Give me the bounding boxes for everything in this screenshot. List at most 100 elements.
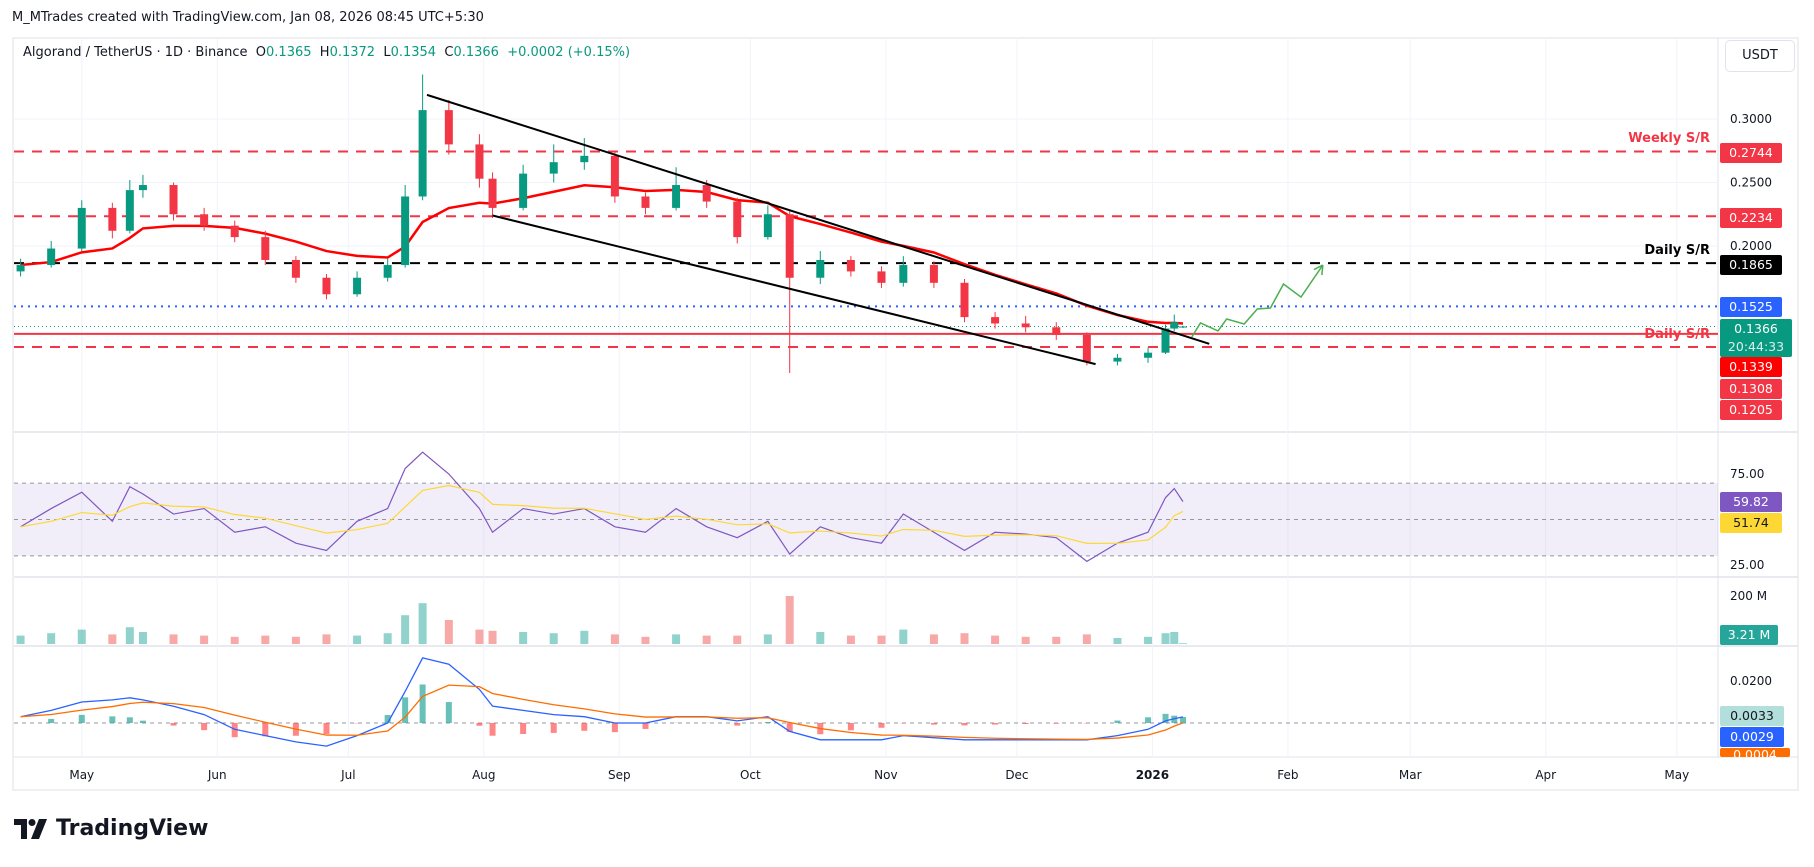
macd-histogram-bar <box>581 723 588 731</box>
volume-bar <box>1170 632 1179 644</box>
projection-path <box>1191 264 1324 338</box>
signal-line <box>20 684 1184 741</box>
currency-button[interactable]: USDT <box>1725 40 1795 72</box>
logo-text: TradingView <box>56 816 209 841</box>
candle-body <box>519 173 528 208</box>
close-value: 0.1366 <box>453 45 499 60</box>
volume-bar <box>16 635 25 644</box>
volume-bar <box>418 603 427 644</box>
volume-bar <box>899 629 908 644</box>
candle-body <box>1021 323 1030 328</box>
macd-histogram-bar <box>489 723 496 736</box>
candle-body <box>549 162 558 174</box>
macd-histogram-bar <box>642 723 649 729</box>
volume-bar <box>261 635 270 644</box>
candle-body <box>1161 328 1170 353</box>
volume-bar <box>401 615 410 644</box>
ema-label: 0.1339 <box>1720 357 1782 377</box>
volume-bar <box>702 635 711 644</box>
macd-histogram-bar <box>1162 713 1169 723</box>
volume-bar <box>549 633 558 644</box>
macd-histogram-bar <box>878 723 885 728</box>
candle-body <box>702 185 711 202</box>
tradingview-logo[interactable]: TradingView <box>14 816 208 841</box>
attribution: M_MTrades created with TradingView.com, … <box>12 10 484 25</box>
low-value: 0.1354 <box>390 45 437 60</box>
volume-bar <box>1179 643 1187 644</box>
macd-histogram-bar <box>930 723 937 725</box>
candle-body <box>785 214 794 278</box>
macd-histogram-bar <box>170 723 177 726</box>
rsi-ma-line <box>20 484 1184 544</box>
volume-bar <box>353 635 362 644</box>
bar-countdown: 20:44:33 <box>1727 339 1785 354</box>
volume-tick-label: 200 M <box>1730 589 1767 603</box>
volume-bar <box>733 635 742 644</box>
macd-histogram-bar <box>48 718 55 723</box>
price-label-daily: 0.1865 <box>1720 255 1782 275</box>
time-tick-label: May <box>69 768 94 782</box>
candle-body <box>816 259 825 278</box>
daily-sr-label-2: Daily S/R <box>1644 327 1710 342</box>
candle-body <box>733 201 742 238</box>
volume-bar <box>816 632 825 644</box>
time-tick-label: 2026 <box>1136 768 1169 782</box>
macd-histogram-bar <box>78 714 85 723</box>
projection-arrowhead <box>1321 264 1324 276</box>
price-label-daily-red: 0.1308 <box>1720 379 1782 399</box>
macd-histogram-bar <box>384 715 391 723</box>
candle-body <box>261 237 270 260</box>
candle-body <box>169 185 178 215</box>
last-price-label: 0.1366 20:44:33 <box>1720 319 1792 357</box>
candle-body <box>200 214 209 226</box>
candle-body <box>291 259 300 278</box>
macd-histogram-bar <box>402 697 409 723</box>
candle-body <box>125 190 134 231</box>
time-tick-label: Feb <box>1277 768 1298 782</box>
signal-value-label: 0.0004 <box>1720 748 1790 757</box>
macd-histogram-bar <box>961 723 968 726</box>
macd-histogram-bar <box>109 716 116 723</box>
volume-bar <box>1144 636 1153 644</box>
macd-histogram-bar <box>786 723 793 732</box>
candle-body <box>108 207 117 231</box>
candle-body <box>763 214 772 238</box>
volume-bar <box>610 634 619 644</box>
volume-bar <box>125 627 134 644</box>
candle-body <box>610 155 619 197</box>
time-tick-label: Jun <box>207 768 227 782</box>
candle-body <box>1179 326 1187 328</box>
macd-histogram-bar <box>126 717 133 723</box>
time-tick-label: Dec <box>1005 768 1028 782</box>
volume-bar <box>519 632 528 644</box>
candle-body <box>1170 322 1179 329</box>
chart-frame <box>12 37 1799 791</box>
macd-histogram-bar <box>520 723 527 734</box>
price-label-weekly: 0.2744 <box>1720 143 1782 163</box>
high-label: H <box>319 45 330 60</box>
candle-body <box>1082 334 1091 362</box>
symbol-name: Algorand / TetherUS · 1D · Binance <box>23 45 248 60</box>
symbol-legend: Algorand / TetherUS · 1D · Binance O0.13… <box>23 45 630 60</box>
volume-bar <box>763 634 772 644</box>
candle-body <box>383 265 392 278</box>
volume-bar <box>1021 636 1030 644</box>
candle-body <box>641 196 650 208</box>
candle-body <box>488 178 497 208</box>
macd-histogram-bar <box>1145 717 1152 723</box>
candle-body <box>877 271 886 283</box>
macd-histogram-bar <box>734 723 741 726</box>
high-value: 0.1372 <box>329 45 376 60</box>
rsi-line <box>20 451 1184 563</box>
macd-histogram-bar <box>611 723 618 733</box>
macd-histogram-bar <box>1180 717 1186 723</box>
volume-bar <box>230 636 239 644</box>
candle-body <box>47 248 56 266</box>
projection-arrowhead <box>1313 264 1324 271</box>
candle-body <box>16 265 25 272</box>
candle-body <box>322 277 331 295</box>
volume-bar <box>960 633 969 644</box>
candle-body <box>401 196 410 266</box>
